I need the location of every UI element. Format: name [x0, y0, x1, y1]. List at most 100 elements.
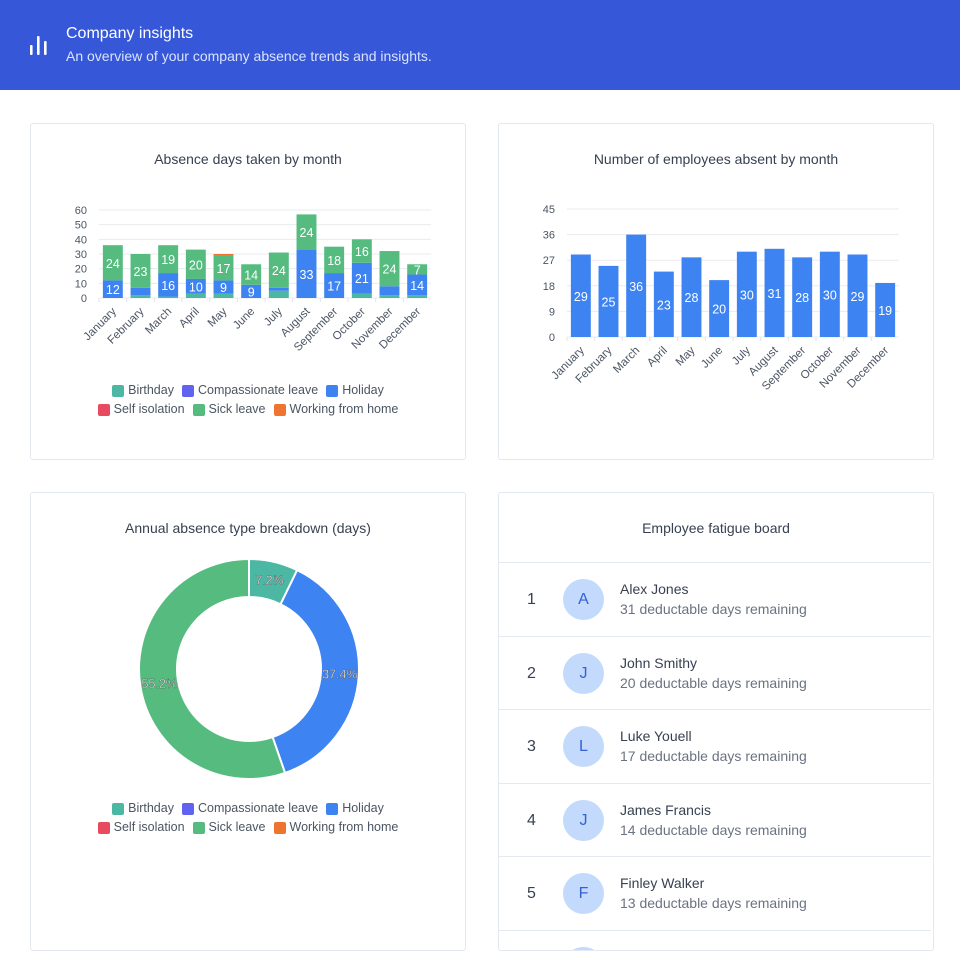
data-label: 20: [712, 303, 726, 317]
days-remaining: 31 deductable days remaining: [620, 601, 807, 617]
employees-absent-card: Number of employees absent by month 0 9 18…: [498, 123, 934, 460]
slice-label: 55.2%: [142, 677, 177, 691]
data-label: 36: [629, 280, 643, 294]
y-tick-label: 40: [75, 234, 87, 246]
legend-item[interactable]: Birthday: [112, 799, 174, 818]
bar-segment-sick-leave: [296, 214, 317, 250]
bar: [819, 251, 840, 337]
bar-segment-sick-leave: [324, 246, 345, 274]
legend-item[interactable]: Self isolation: [97, 818, 185, 837]
bar: [598, 265, 619, 337]
legend-item[interactable]: Birthday: [112, 381, 174, 400]
bar: [570, 254, 591, 337]
bar-segment-holiday: [185, 278, 206, 294]
bar-segment-birthday: [213, 293, 234, 298]
absence-breakdown-donut: 7.2% 37.4% 55.2%: [138, 557, 360, 780]
data-label: 20: [189, 258, 203, 272]
x-tick-label: July: [730, 344, 753, 367]
legend-label: Sick leave: [208, 402, 266, 416]
bar-segment-sick-leave: [351, 239, 372, 263]
fatigue-board-row[interactable]: 4 J James Francis 14 deductable days rem…: [499, 782, 931, 857]
bar-segment-sick-leave: [213, 255, 234, 281]
bar-segment-sick-leave: [130, 254, 151, 288]
legend-item[interactable]: Holiday: [326, 381, 384, 400]
employee-name: Alex Jones: [620, 581, 689, 597]
bar-segment-holiday: [213, 280, 234, 294]
bar: [681, 257, 702, 337]
bar-segment-birthday: [379, 295, 400, 298]
bar: [792, 257, 813, 337]
legend-item[interactable]: Self isolation: [97, 400, 185, 419]
bar-segment-sick-leave: [407, 264, 428, 275]
data-label: 29: [574, 290, 588, 304]
x-tick-label: March: [611, 345, 642, 376]
legend-swatch: [181, 384, 194, 397]
avatar: J: [563, 799, 604, 841]
days-remaining: 20 deductable days remaining: [620, 674, 807, 691]
bar-segment-birthday: [130, 295, 151, 298]
bar-segment-sick-leave: [268, 252, 289, 288]
bar-segment-birthday: [407, 295, 428, 298]
fatigue-board-row[interactable]: 5 F Finley Walker 13 deductable days rem…: [499, 856, 931, 930]
data-label: 33: [300, 268, 314, 282]
absence-days-card: Absence days taken by month 0 10 20 30 40 50 6…: [30, 123, 466, 460]
avatar: A: [563, 579, 604, 620]
legend-label: Birthday: [128, 383, 174, 397]
bar-segment-sick-leave: [379, 251, 400, 287]
data-label: 30: [740, 288, 754, 302]
bar-segment-holiday: [379, 286, 400, 296]
employee-name: James Francis: [620, 801, 712, 818]
legend-swatch: [326, 384, 339, 397]
absence-days-chart: 01020304050601224January23February1619Ma…: [75, 205, 431, 354]
x-tick-label: April: [177, 306, 202, 331]
legend-item[interactable]: Holiday: [326, 799, 384, 818]
data-label: 14: [244, 269, 258, 283]
legend-item[interactable]: Working from home: [273, 400, 398, 419]
fatigue-board-row[interactable]: 1 A Alex Jones 31 deductable days remain…: [499, 562, 931, 636]
data-label: 9: [248, 285, 255, 299]
chart-legend: Birthday Compassionate leave Holiday Self …: [31, 381, 465, 419]
x-tick-label: May: [206, 305, 230, 329]
data-label: 28: [795, 291, 809, 305]
bar-segment-sick-leave: [241, 264, 262, 285]
y-tick-label: 20: [75, 264, 87, 276]
data-label: 17: [217, 262, 231, 276]
legend-item[interactable]: Compassionate leave: [181, 381, 318, 400]
bar: [764, 248, 785, 337]
chart-title: Absence days taken by month: [154, 151, 342, 167]
fatigue-board-row[interactable]: 3 L Luke Youell 17 deductable days remai…: [499, 709, 931, 783]
data-label: 10: [189, 280, 203, 294]
bar-segment-holiday: [241, 284, 262, 298]
employee-name: Luke Youell: [620, 728, 692, 744]
data-label: 9: [220, 281, 227, 295]
y-tick-label: 60: [75, 205, 87, 217]
page-title: Company insights: [66, 25, 194, 42]
legend-item[interactable]: Sick leave: [192, 818, 266, 837]
legend-item[interactable]: Compassionate leave: [181, 799, 318, 818]
employee-name: Finley Walker: [620, 875, 705, 891]
chart-title: Number of employees absent by month: [593, 151, 839, 167]
legend-label: Self isolation: [113, 820, 185, 834]
fatigue-board-card: Employee fatigue board 1 A Alex Jones 31…: [498, 492, 934, 951]
data-label: 25: [602, 295, 616, 309]
x-tick-label: May: [674, 344, 698, 368]
legend-item[interactable]: Sick leave: [192, 400, 266, 419]
legend-swatch: [181, 802, 194, 815]
fatigue-board-row[interactable]: 2 J John Smithy 20 deductable days remai…: [499, 635, 931, 710]
bar-segment-holiday: [407, 274, 428, 296]
days-remaining: 13 deductable days remaining: [620, 895, 807, 911]
absence-breakdown-card: Annual absence type breakdown (days) 7.2…: [30, 492, 466, 951]
x-tick-label: July: [262, 305, 285, 328]
y-tick-label: 36: [543, 230, 555, 242]
rank: 5: [527, 885, 536, 902]
legend-item[interactable]: Working from home: [273, 818, 398, 837]
bar-segment-holiday: [351, 262, 372, 294]
bar-segment-birthday: [158, 296, 179, 298]
bar: [736, 251, 757, 337]
bar-segment-holiday: [296, 249, 317, 298]
data-label: 17: [327, 280, 341, 294]
fatigue-board-row[interactable]: [499, 929, 931, 950]
avatar: J: [563, 652, 604, 694]
bar-segment-holiday: [130, 287, 151, 296]
legend-label: Sick leave: [208, 820, 266, 834]
